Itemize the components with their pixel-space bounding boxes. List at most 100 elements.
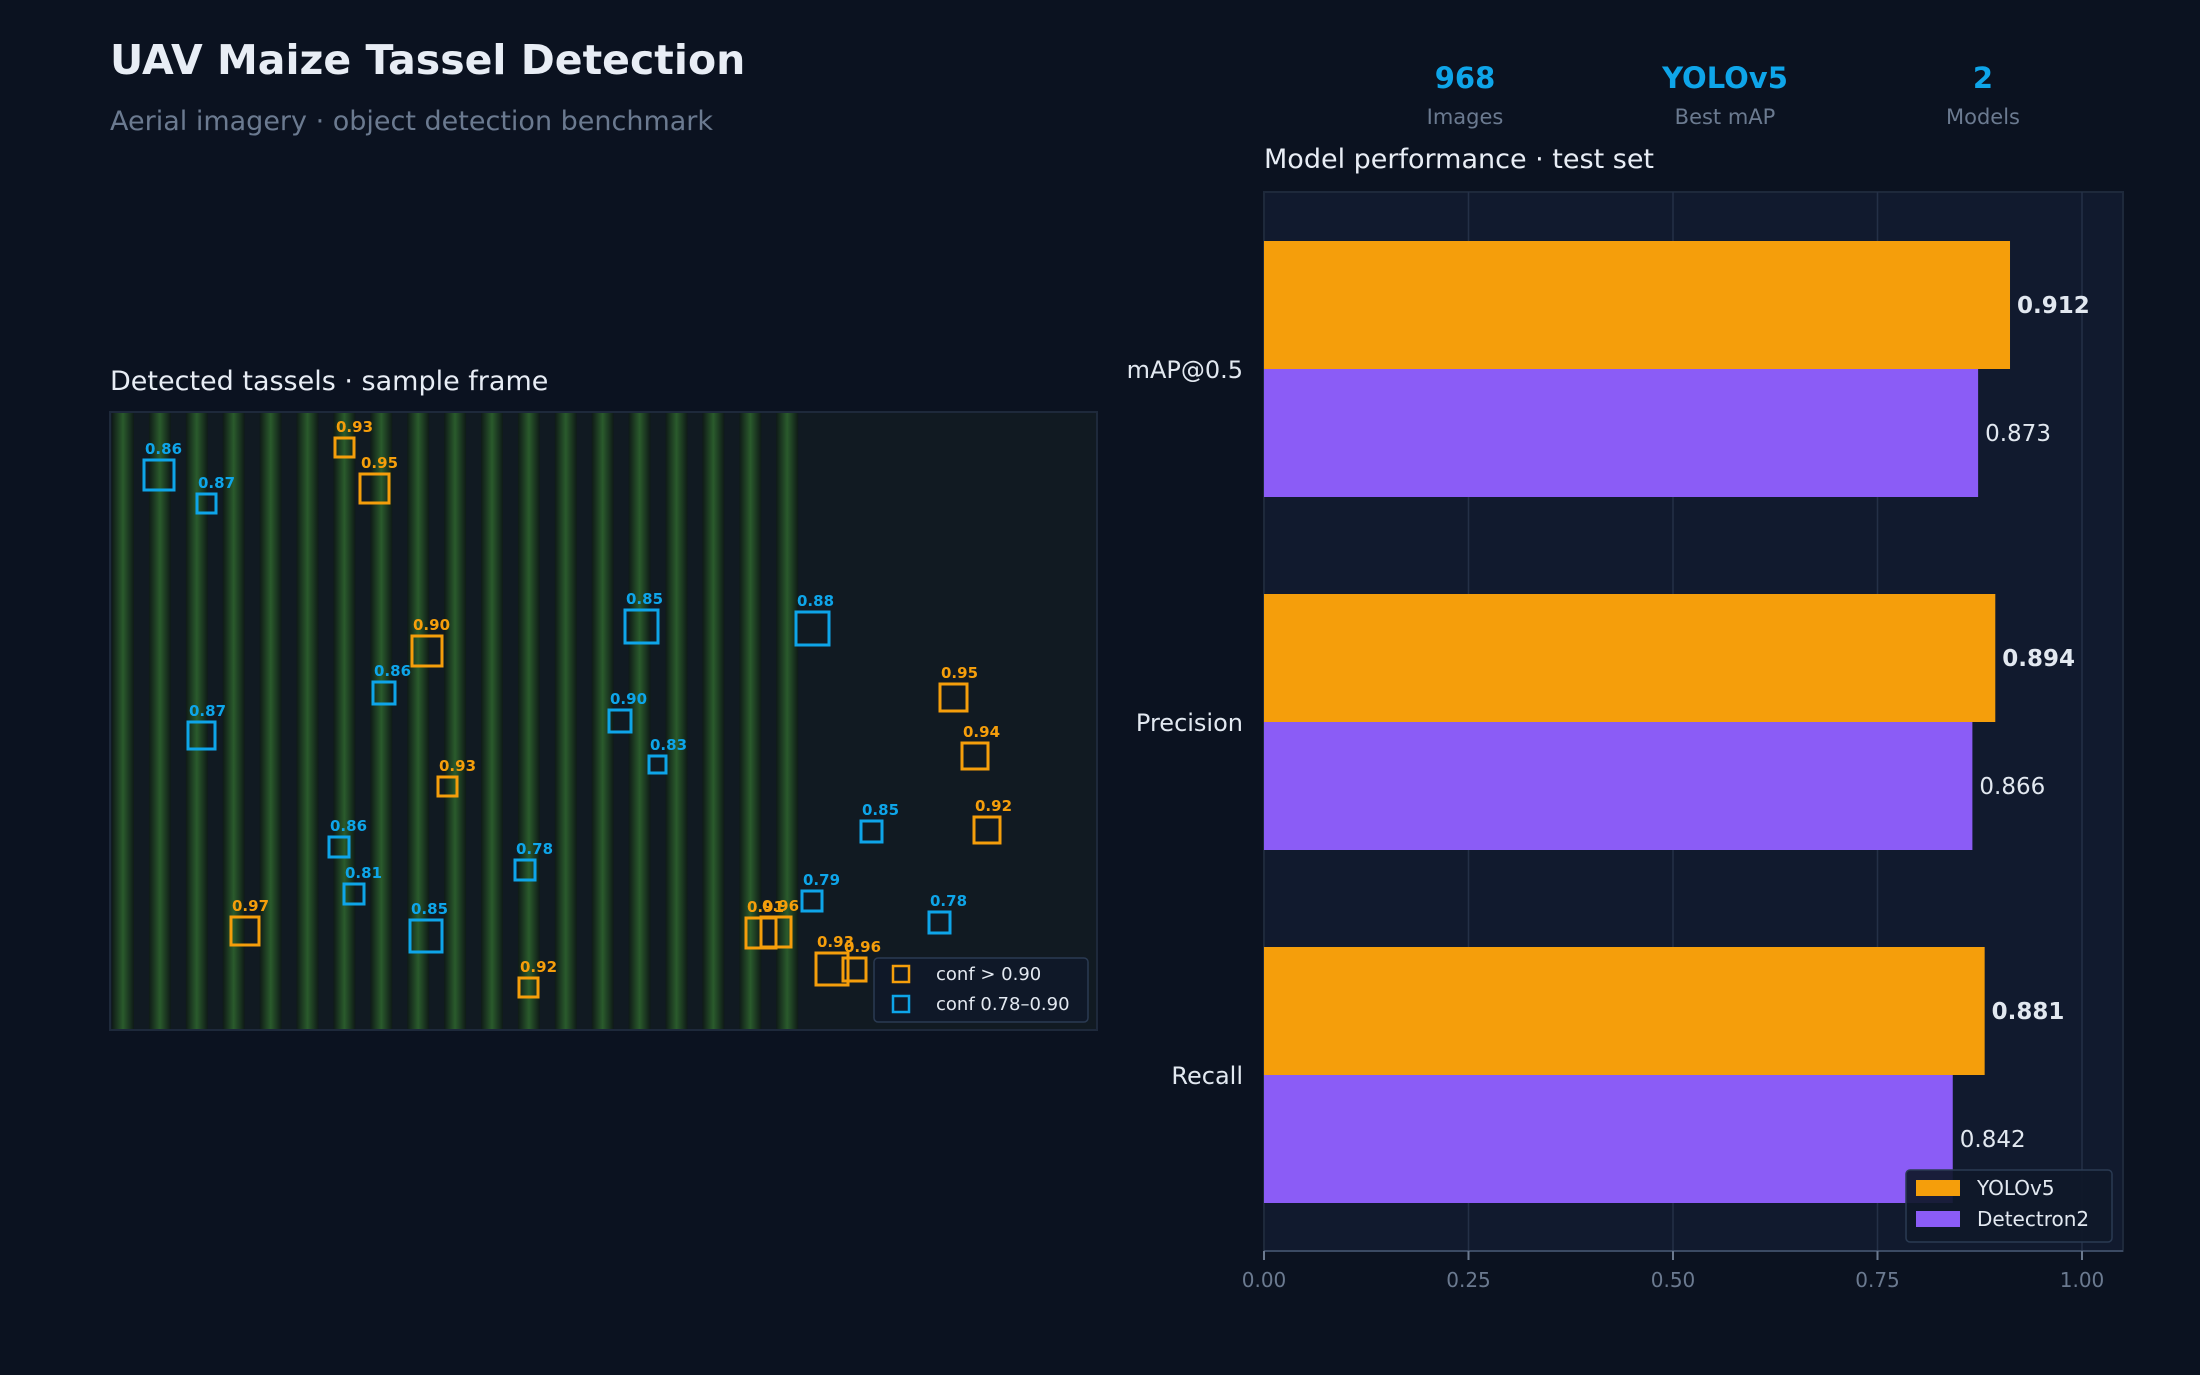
- detection-panel-title: Detected tassels · sample frame: [110, 366, 549, 397]
- confidence-label: 0.91: [747, 898, 784, 916]
- tassel-box: [794, 610, 831, 647]
- confidence-label: 0.85: [862, 801, 899, 819]
- category-label: Precision: [1136, 709, 1243, 737]
- crop-row: [739, 413, 762, 1029]
- x-tick-label: 0.50: [1651, 1268, 1696, 1292]
- bar-yolov5: [1264, 947, 1985, 1075]
- crop-row: [148, 413, 171, 1029]
- confidence-label: 0.97: [232, 897, 269, 915]
- page-subtitle: Aerial imagery · object detection benchm…: [110, 106, 714, 137]
- tassel-box: [358, 472, 391, 505]
- x-tick-label: 1.00: [2060, 1268, 2105, 1292]
- confidence-label: 0.83: [650, 736, 687, 754]
- tassel-box: [195, 492, 218, 515]
- confidence-label: 0.85: [411, 900, 448, 918]
- bar-value-label: 0.842: [1960, 1127, 2026, 1153]
- tassel-box: [647, 754, 668, 775]
- tassel-box: [371, 680, 397, 706]
- confidence-label: 0.92: [520, 958, 557, 976]
- confidence-label: 0.78: [930, 892, 967, 910]
- crop-row: [407, 413, 430, 1029]
- bar-value-label: 0.881: [1992, 999, 2065, 1025]
- confidence-label: 0.79: [803, 871, 840, 889]
- confidence-label: 0.94: [963, 723, 1000, 741]
- legend-label: Detectron2: [1977, 1207, 2089, 1231]
- bar-value-label: 0.866: [1979, 774, 2045, 800]
- tassel-box: [333, 436, 356, 459]
- bar-value-label: 0.873: [1985, 421, 2051, 447]
- category-label: Recall: [1171, 1062, 1243, 1090]
- legend-label-high: conf > 0.90: [936, 964, 1041, 985]
- crop-row: [296, 413, 319, 1029]
- stat-models: 2 Models: [1873, 64, 2093, 128]
- page-title: UAV Maize Tassel Detection: [110, 36, 746, 84]
- tassel-box: [927, 910, 952, 935]
- confidence-label: 0.96: [762, 897, 799, 915]
- bars: 0.912 0.873 0.894 0.866 0.881 0.842: [1264, 241, 2090, 1203]
- confidence-label: 0.90: [610, 690, 647, 708]
- confidence-label: 0.86: [330, 817, 367, 835]
- crop-row: [665, 413, 688, 1029]
- legend-box: [873, 957, 1089, 1023]
- tassel-box: [841, 956, 868, 983]
- x-tick-label: 0.25: [1446, 1268, 1491, 1292]
- legend-label: YOLOv5: [1976, 1176, 2055, 1200]
- tassel-box: [186, 720, 217, 751]
- bar-yolov5: [1264, 594, 1996, 722]
- stat-label: Images: [1426, 105, 1504, 129]
- bar-value-label: 0.894: [2002, 646, 2075, 672]
- tassel-box: [938, 682, 969, 713]
- tassel-box: [800, 889, 824, 913]
- detection-legend: conf > 0.90 conf 0.78–0.90: [873, 957, 1089, 1023]
- stat-value: 968: [1434, 61, 1496, 95]
- x-axis: 0.00 0.25 0.50 0.75 1.00: [1242, 1250, 2123, 1292]
- tassel-box: [607, 708, 633, 734]
- confidence-label: 0.85: [626, 590, 663, 608]
- tassel-box: [517, 976, 540, 999]
- crop-row: [259, 413, 282, 1029]
- crop-row: [222, 413, 245, 1029]
- tassel-box: [142, 458, 176, 492]
- confidence-label: 0.92: [975, 797, 1012, 815]
- confidence-label: 0.95: [361, 454, 398, 472]
- confidence-label: 0.93: [817, 933, 854, 951]
- confidence-label: 0.95: [941, 664, 978, 682]
- confidence-label: 0.87: [198, 474, 235, 492]
- bar-detectron2: [1264, 722, 1973, 850]
- legend-swatch: [1916, 1211, 1960, 1227]
- tassel-box: [972, 815, 1002, 845]
- x-tick-label: 0.75: [1855, 1268, 1900, 1292]
- chart-title: Model performance · test set: [1264, 144, 1655, 175]
- confidence-label: 0.87: [189, 702, 226, 720]
- crop-row: [370, 413, 393, 1029]
- bar-detectron2: [1264, 369, 1979, 497]
- confidence-label: 0.88: [797, 592, 834, 610]
- bar-yolov5: [1264, 241, 2011, 369]
- stat-label: Best mAP: [1674, 105, 1776, 129]
- chart-legend: YOLOv5 Detectron2: [1905, 1169, 2113, 1243]
- x-tick-label: 0.00: [1242, 1268, 1287, 1292]
- tassel-box: [408, 918, 444, 954]
- category-label: mAP@0.5: [1127, 356, 1243, 384]
- tassel-box: [814, 951, 850, 987]
- crop-row: [554, 413, 577, 1029]
- confidence-label: 0.96: [844, 938, 881, 956]
- stat-value: 2: [1972, 61, 1994, 95]
- crop-row: [333, 413, 356, 1029]
- legend-swatch-high: [891, 964, 911, 984]
- crop-row: [444, 413, 467, 1029]
- crop-row: [112, 413, 134, 1029]
- crop-row: [628, 413, 651, 1029]
- bar-detectron2: [1264, 1075, 1953, 1203]
- confidence-label: 0.93: [336, 418, 373, 436]
- stat-value: YOLOv5: [1662, 61, 1788, 95]
- bar-value-label: 0.912: [2017, 293, 2090, 319]
- confidence-label: 0.86: [145, 440, 182, 458]
- confidence-label: 0.86: [374, 662, 411, 680]
- tassel-box: [759, 915, 793, 949]
- confidence-label: 0.81: [345, 864, 382, 882]
- confidence-label: 0.93: [439, 757, 476, 775]
- tassel-box: [436, 775, 459, 798]
